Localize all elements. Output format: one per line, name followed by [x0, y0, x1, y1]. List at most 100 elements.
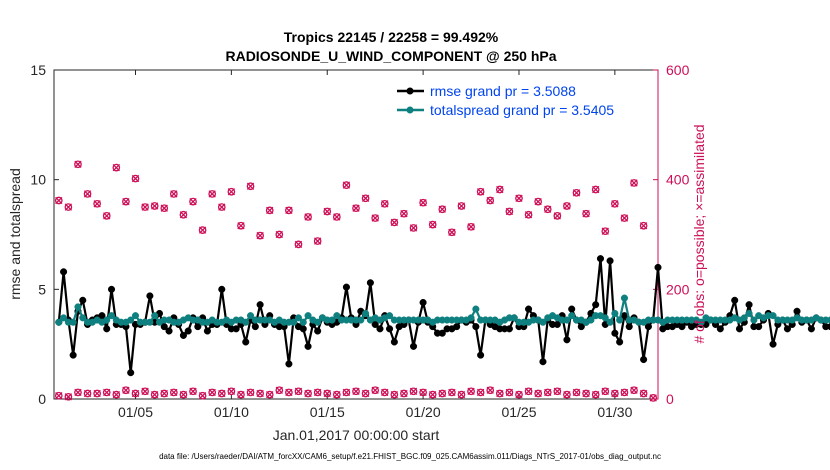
obs-assimilated-marker	[361, 194, 370, 202]
obs-assimilated-stroke	[611, 389, 619, 398]
obs-possible-marker	[409, 224, 418, 232]
obs-possible-marker	[275, 230, 284, 239]
obs-possible-marker	[524, 210, 533, 219]
obs-assimilated-stroke	[218, 203, 226, 211]
obs-possible-marker	[246, 388, 255, 397]
obs-assimilated-stroke	[544, 388, 552, 397]
obs-possible-marker	[611, 389, 619, 398]
obs-possible-marker	[112, 390, 121, 399]
rmse-point	[179, 331, 187, 339]
obs-assimilated-stroke	[64, 203, 73, 211]
obs-assimilated-marker	[304, 213, 312, 221]
obs-assimilated-marker	[630, 179, 638, 187]
obs-assimilated-marker	[266, 390, 274, 399]
legend-rmse-marker	[406, 87, 414, 95]
obs-assimilated-marker	[371, 214, 379, 222]
obs-possible-marker	[543, 388, 552, 397]
obs-assimilated-stroke	[275, 386, 283, 394]
obs-possible-marker	[409, 387, 418, 396]
obs-assimilated-stroke	[103, 388, 111, 397]
rmse-point	[342, 283, 350, 291]
series-lines	[55, 255, 830, 377]
obs-assimilated-marker	[64, 393, 73, 401]
y-tick-label-left: 15	[30, 62, 46, 78]
obs-assimilated-stroke	[141, 387, 149, 395]
obs-assimilated-marker	[563, 202, 571, 210]
obs-assimilated-stroke	[429, 220, 437, 229]
obs-assimilated-marker	[476, 388, 485, 397]
obs-possible-marker	[304, 213, 312, 221]
obs-assimilated-marker	[620, 214, 629, 222]
spread-point	[616, 316, 624, 324]
spread-point	[357, 316, 365, 324]
spread-point	[314, 318, 322, 326]
obs-possible-marker	[457, 390, 466, 399]
rmse-point	[716, 325, 724, 333]
obs-assimilated-marker	[361, 389, 370, 398]
obs-possible-marker	[323, 207, 332, 216]
obs-possible-marker	[553, 212, 562, 220]
obs-assimilated-marker	[630, 386, 638, 394]
obs-assimilated-marker	[83, 190, 92, 198]
obs-assimilated-stroke	[208, 388, 216, 397]
spread-point	[587, 316, 595, 324]
obs-possible-marker	[572, 188, 581, 197]
spread-point	[740, 314, 748, 322]
spread-point	[539, 318, 547, 326]
obs-possible-marker	[64, 392, 73, 401]
rmse-point	[731, 296, 739, 304]
obs-assimilated-stroke	[371, 386, 379, 394]
obs-assimilated-stroke	[457, 202, 466, 210]
obs-assimilated-stroke	[409, 224, 418, 232]
obs-possible-marker	[246, 182, 255, 191]
obs-assimilated-stroke	[266, 390, 274, 399]
obs-assimilated-marker	[131, 389, 140, 398]
obs-assimilated-marker	[515, 194, 523, 202]
obs-assimilated-stroke	[524, 211, 533, 219]
obs-assimilated-stroke	[400, 210, 408, 218]
rmse-point	[654, 263, 662, 271]
obs-assimilated-marker	[639, 389, 648, 398]
obs-assimilated-marker	[256, 231, 264, 240]
obs-possible-marker	[285, 388, 293, 397]
rmse-point	[366, 279, 374, 287]
obs-possible-marker	[352, 204, 360, 213]
obs-assimilated-marker	[189, 197, 197, 206]
x-axis-label: Jan.01,2017 00:00:00 start	[273, 427, 440, 443]
obs-possible-marker	[390, 218, 399, 227]
obs-assimilated-marker	[352, 387, 360, 395]
obs-possible-marker	[361, 389, 370, 398]
obs-assimilated-stroke	[515, 390, 523, 399]
obs-assimilated-marker	[563, 390, 571, 399]
obs-assimilated-stroke	[179, 390, 188, 399]
spread-point	[246, 312, 255, 320]
obs-assimilated-stroke	[381, 200, 389, 208]
obs-possible-marker	[74, 388, 82, 397]
y-tick-label-left: 0	[38, 391, 46, 407]
obs-possible-marker	[285, 206, 293, 215]
obs-assimilated-marker	[179, 390, 188, 399]
obs-assimilated-stroke	[304, 389, 312, 398]
obs-possible-marker	[630, 179, 638, 187]
obs-assimilated-marker	[601, 227, 609, 235]
obs-possible-marker	[448, 388, 456, 397]
obs-assimilated-marker	[457, 202, 466, 210]
obs-possible-marker	[639, 389, 648, 398]
spread-point	[745, 309, 753, 318]
obs-possible-marker	[227, 187, 236, 196]
obs-assimilated-marker	[246, 182, 255, 190]
obs-assimilated-marker	[333, 390, 341, 399]
obs-possible-marker	[237, 390, 245, 399]
rmse-point	[146, 292, 154, 300]
spread-point	[769, 312, 777, 320]
obs-possible-marker	[208, 388, 217, 397]
obs-assimilated-stroke	[448, 388, 456, 397]
obs-assimilated-stroke	[285, 388, 293, 397]
obs-assimilated-stroke	[74, 160, 82, 168]
obs-assimilated-marker	[285, 206, 293, 215]
obs-possible-marker	[620, 388, 629, 397]
obs-assimilated-marker	[342, 388, 351, 397]
obs-possible-marker	[265, 390, 274, 399]
rmse-point	[592, 301, 600, 309]
obs-assimilated-stroke	[429, 390, 437, 399]
